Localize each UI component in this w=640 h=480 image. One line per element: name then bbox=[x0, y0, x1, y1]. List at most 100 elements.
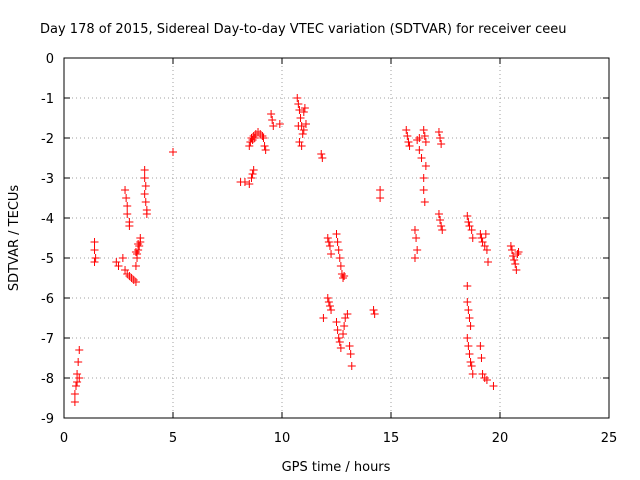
data-point bbox=[376, 186, 385, 194]
data-point bbox=[259, 134, 268, 142]
data-point bbox=[404, 138, 413, 146]
data-point bbox=[325, 242, 334, 250]
data-point bbox=[464, 342, 473, 350]
data-point bbox=[410, 226, 419, 234]
data-point bbox=[298, 130, 307, 138]
data-point bbox=[131, 278, 140, 286]
data-point bbox=[125, 222, 134, 230]
data-point bbox=[513, 250, 522, 258]
data-point bbox=[71, 382, 80, 390]
chart-title: Day 178 of 2015, Sidereal Day-to-day VTE… bbox=[40, 22, 567, 37]
data-point bbox=[347, 362, 356, 370]
data-point bbox=[346, 350, 355, 358]
data-point bbox=[402, 126, 411, 134]
data-point bbox=[417, 154, 426, 162]
data-point bbox=[405, 142, 414, 150]
data-point bbox=[122, 194, 131, 202]
data-point bbox=[466, 322, 475, 330]
data-point bbox=[345, 342, 354, 350]
x-tick-label: 25 bbox=[601, 431, 618, 446]
data-point bbox=[512, 266, 521, 274]
data-point bbox=[333, 238, 342, 246]
axis-ticks bbox=[63, 57, 610, 419]
data-point bbox=[341, 314, 350, 322]
y-tick-label: -6 bbox=[41, 292, 54, 307]
y-axis-label: SDTVAR / TECUs bbox=[7, 185, 22, 292]
data-point bbox=[268, 116, 277, 124]
data-point bbox=[323, 234, 332, 242]
data-point bbox=[463, 298, 472, 306]
data-point bbox=[403, 132, 412, 140]
data-point bbox=[324, 238, 333, 246]
data-point bbox=[489, 382, 498, 390]
data-point bbox=[319, 314, 328, 322]
data-point bbox=[90, 238, 99, 246]
data-point bbox=[325, 302, 334, 310]
data-point bbox=[324, 298, 333, 306]
data-point bbox=[90, 258, 99, 266]
y-tick-label: -5 bbox=[41, 252, 54, 267]
x-tick-label: 10 bbox=[274, 431, 291, 446]
data-point bbox=[467, 362, 476, 370]
data-point bbox=[169, 148, 177, 156]
data-point bbox=[140, 174, 149, 182]
data-point bbox=[261, 146, 270, 154]
data-point bbox=[317, 150, 326, 158]
data-point bbox=[480, 242, 489, 250]
data-point bbox=[465, 350, 474, 358]
data-point bbox=[468, 234, 477, 242]
data-point bbox=[419, 186, 428, 194]
data-point bbox=[476, 342, 485, 350]
data-point bbox=[335, 338, 344, 346]
data-point bbox=[295, 106, 304, 114]
data-point bbox=[478, 370, 487, 378]
data-point bbox=[482, 376, 491, 384]
data-point bbox=[463, 212, 472, 220]
data-point bbox=[415, 134, 424, 142]
data-point bbox=[295, 138, 304, 146]
data-point bbox=[467, 226, 476, 234]
data-point bbox=[299, 126, 308, 134]
data-point bbox=[343, 310, 352, 318]
data-point bbox=[140, 166, 149, 174]
data-point bbox=[420, 132, 429, 140]
plot-frame bbox=[63, 57, 610, 419]
data-point bbox=[258, 132, 267, 140]
data-point bbox=[339, 274, 348, 282]
data-point bbox=[74, 358, 83, 366]
data-point bbox=[413, 246, 422, 254]
data-point bbox=[376, 194, 385, 202]
data-point bbox=[121, 266, 130, 274]
x-tick-label: 15 bbox=[383, 431, 400, 446]
data-point bbox=[70, 398, 79, 406]
data-point bbox=[482, 246, 491, 254]
data-point bbox=[121, 186, 130, 194]
data-point bbox=[506, 242, 515, 250]
data-point bbox=[335, 254, 344, 262]
data-point bbox=[437, 222, 446, 230]
data-point bbox=[419, 174, 428, 182]
x-axis-label: GPS time / hours bbox=[282, 460, 391, 475]
data-point bbox=[114, 262, 123, 270]
data-point bbox=[436, 134, 445, 142]
x-tick-label: 20 bbox=[492, 431, 509, 446]
data-point bbox=[131, 248, 140, 256]
data-point bbox=[300, 104, 309, 112]
y-tick-label: -7 bbox=[41, 332, 54, 347]
data-point bbox=[464, 306, 473, 314]
y-tick-label: -1 bbox=[41, 92, 54, 107]
data-point bbox=[245, 142, 254, 150]
data-point bbox=[339, 330, 348, 338]
data-point bbox=[437, 140, 446, 148]
data-point bbox=[421, 162, 430, 170]
data-point bbox=[141, 182, 150, 190]
data-point bbox=[70, 390, 79, 398]
data-point bbox=[334, 334, 343, 342]
data-point bbox=[468, 370, 477, 378]
data-point bbox=[419, 126, 428, 134]
data-point bbox=[484, 258, 493, 266]
data-point bbox=[73, 378, 82, 386]
data-point bbox=[123, 270, 132, 278]
data-point bbox=[421, 138, 430, 146]
data-point bbox=[293, 94, 302, 102]
